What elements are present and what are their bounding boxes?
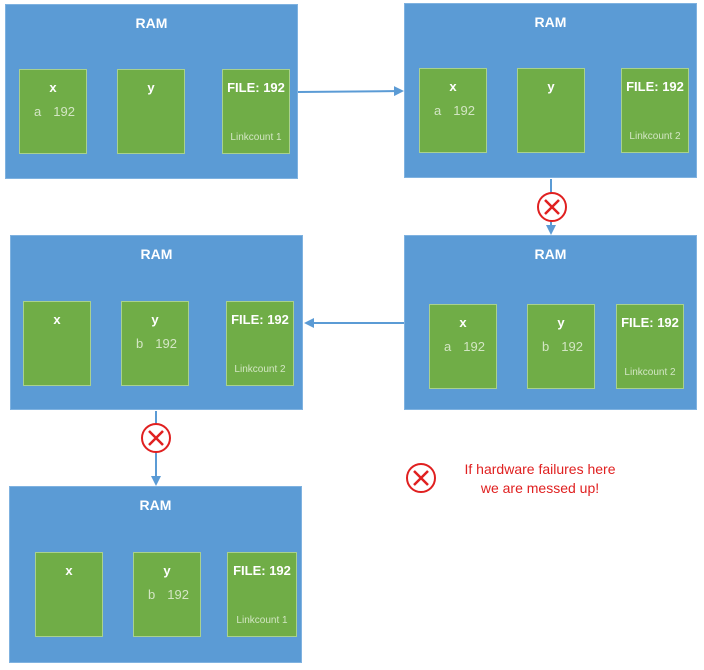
- legend-line-2: we are messed up!: [480, 480, 600, 496]
- ram-title: RAM: [534, 14, 567, 30]
- cell-title: y: [151, 312, 159, 327]
- linkcount-label: Linkcount 1: [230, 132, 282, 143]
- cell-y: y b 192: [527, 304, 595, 389]
- linkcount-label: Linkcount 2: [624, 367, 676, 378]
- ram-panel-4: RAM x y b 192 FILE: 192 Linkcount 2: [10, 235, 303, 410]
- cell-file: FILE: 192 Linkcount 2: [226, 301, 294, 386]
- cell-y: y: [117, 69, 185, 154]
- cell-title: y: [147, 80, 155, 95]
- ram-panel-3: RAM x a 192 y b 192 FILE: 192 Linkcount 2: [404, 235, 697, 410]
- cell-y: y b 192: [133, 552, 201, 637]
- linkcount-label: Linkcount 1: [236, 615, 288, 626]
- failure-x-circle-icon: [141, 423, 171, 453]
- cell-value: a 192: [434, 103, 475, 118]
- cell-title: FILE: 192: [227, 80, 285, 95]
- cell-title: x: [49, 80, 57, 95]
- cell-title: x: [53, 312, 61, 327]
- arrow-panel1-to-panel2: [297, 86, 404, 97]
- linkcount-label: Linkcount 2: [234, 364, 286, 375]
- cell-title: y: [547, 79, 555, 94]
- cell-title: FILE: 192: [231, 312, 289, 327]
- cell-file: FILE: 192 Linkcount 1: [227, 552, 297, 637]
- ram-panel-2: RAM x a 192 y FILE: 192 Linkcount 2: [404, 3, 697, 178]
- cell-title: x: [449, 79, 457, 94]
- cell-title: y: [163, 563, 171, 578]
- cell-value: b 192: [542, 339, 583, 354]
- cell-file: FILE: 192 Linkcount 1: [222, 69, 290, 154]
- legend-text: If hardware failures here we are messed …: [440, 460, 640, 498]
- cell-title: FILE: 192: [621, 315, 679, 330]
- ram-panel-5: RAM x y b 192 FILE: 192 Linkcount 1: [9, 486, 302, 663]
- legend-line-1: If hardware failures here: [464, 461, 616, 477]
- cell-title: x: [65, 563, 73, 578]
- cell-value: a 192: [444, 339, 485, 354]
- cell-title: FILE: 192: [626, 79, 684, 94]
- ram-title: RAM: [139, 497, 172, 513]
- legend-x-circle-icon: [406, 463, 436, 493]
- cell-value: a 192: [34, 104, 75, 119]
- failure-x-circle-icon: [537, 192, 567, 222]
- cell-title: y: [557, 315, 565, 330]
- cell-title: FILE: 192: [233, 563, 291, 578]
- cell-value: b 192: [136, 336, 177, 351]
- cell-title: x: [459, 315, 467, 330]
- ram-title: RAM: [140, 246, 173, 262]
- cell-y: y: [517, 68, 585, 153]
- cell-y: y b 192: [121, 301, 189, 386]
- cell-x: x a 192: [429, 304, 497, 389]
- linkcount-label: Linkcount 2: [629, 131, 681, 142]
- cell-value: b 192: [148, 587, 189, 602]
- cell-file: FILE: 192 Linkcount 2: [621, 68, 689, 153]
- cell-x: x: [35, 552, 103, 637]
- ram-title: RAM: [135, 15, 168, 31]
- cell-x: x a 192: [419, 68, 487, 153]
- ram-title: RAM: [534, 246, 567, 262]
- ram-panel-1: RAM x a 192 y FILE: 192 Linkcount 1: [5, 4, 298, 179]
- cell-x: x: [23, 301, 91, 386]
- cell-file: FILE: 192 Linkcount 2: [616, 304, 684, 389]
- cell-x: x a 192: [19, 69, 87, 154]
